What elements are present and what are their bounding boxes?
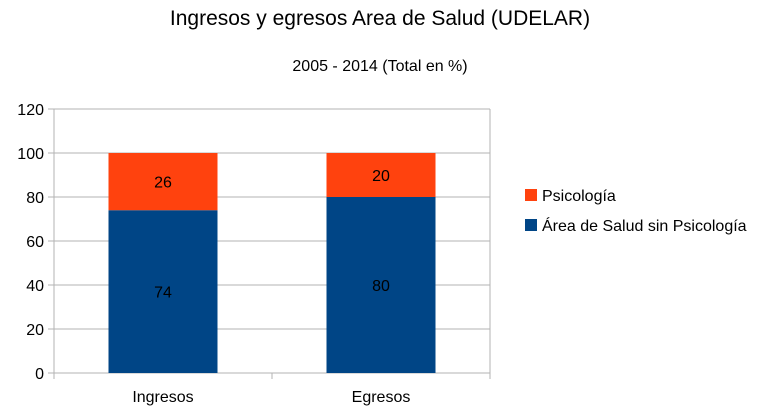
x-tick-label: Egresos — [352, 389, 411, 406]
chart-title: Ingresos y egresos Area de Salud (UDELAR… — [170, 7, 590, 30]
bar-segment — [326, 197, 436, 373]
data-label: 74 — [154, 285, 172, 302]
legend-swatch — [525, 189, 537, 201]
chart-subtitle: 2005 - 2014 (Total en %) — [292, 58, 467, 75]
y-tick-label: 60 — [26, 234, 44, 251]
bar-segment — [108, 210, 218, 373]
legend-label: Área de Salud sin Psicología — [542, 216, 747, 235]
y-tick-label: 20 — [26, 322, 44, 339]
x-tick-label: Ingresos — [132, 389, 193, 406]
y-tick-label: 100 — [17, 146, 44, 163]
legend: Psicología Área de Salud sin Psicología — [525, 188, 747, 235]
legend-swatch — [525, 219, 537, 231]
data-label: 20 — [372, 168, 390, 185]
data-label: 26 — [154, 175, 172, 192]
y-tick-label: 0 — [35, 366, 44, 383]
y-tick-label: 40 — [26, 278, 44, 295]
y-tick-label: 80 — [26, 190, 44, 207]
bar-segment — [326, 153, 436, 197]
data-label: 80 — [372, 278, 390, 295]
y-tick-label: 120 — [17, 102, 44, 119]
bar-segment — [108, 153, 218, 211]
plot-area: 0 20 40 60 80 100 120 74 26 Ingresos 80 20 Egresos — [17, 102, 491, 406]
legend-label: Psicología — [542, 188, 616, 205]
